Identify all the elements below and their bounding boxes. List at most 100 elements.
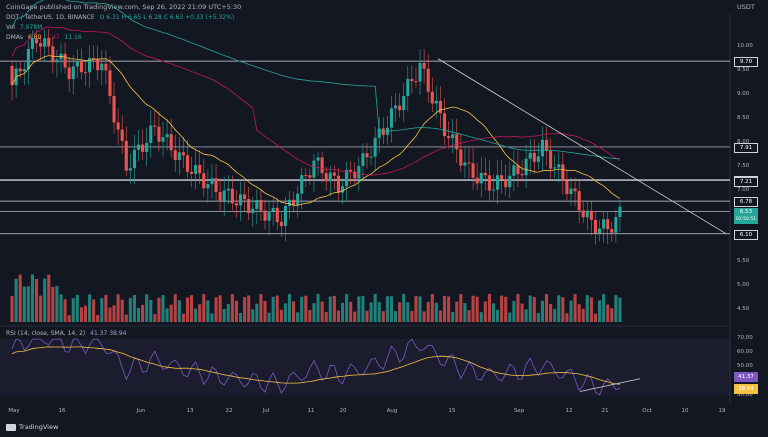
candle-body <box>296 193 300 206</box>
footer-brand[interactable]: TradingView <box>6 423 58 431</box>
candle-body <box>279 222 283 227</box>
candle-body <box>83 72 88 74</box>
volume-bar <box>593 313 598 322</box>
candle-body <box>345 169 349 187</box>
volume-bar <box>18 274 22 322</box>
candle-body <box>426 68 430 92</box>
candle-body <box>55 59 59 63</box>
candle-body <box>226 188 230 191</box>
volume-bar <box>430 294 434 322</box>
candle-body <box>271 207 275 212</box>
candle-body <box>557 164 561 168</box>
candle-body <box>222 190 226 201</box>
candle-body <box>120 129 124 141</box>
candle-body <box>88 58 92 73</box>
candle-body <box>561 164 565 181</box>
volume-bar <box>177 300 181 322</box>
candle-body <box>544 139 549 151</box>
volume-bar <box>185 297 190 322</box>
volume-bar <box>536 312 540 322</box>
candle-body <box>67 67 71 80</box>
rsi-legend[interactable]: RSI (14, close, SMA, 14, 2) 41.37 38.94 <box>6 330 129 337</box>
volume-bar <box>263 301 267 322</box>
volume-bar <box>577 304 581 322</box>
volume-bar <box>96 314 100 322</box>
candle-body <box>128 168 132 171</box>
volume-bar <box>39 295 43 322</box>
candle-body <box>479 172 483 184</box>
candle-body <box>149 125 153 143</box>
volume-bar <box>524 309 528 322</box>
candle-body <box>324 173 328 182</box>
volume-bar <box>136 307 141 322</box>
candle-body <box>442 113 447 137</box>
rsi-current-label: 41.37 <box>734 371 758 382</box>
level-label-6.10: 6.10 <box>734 229 758 240</box>
candle-body <box>63 53 67 68</box>
candle-body <box>234 203 238 206</box>
candle-body <box>202 173 206 189</box>
candle-body <box>194 164 198 174</box>
candle-body <box>145 142 149 152</box>
volume-bar <box>47 274 51 322</box>
volume-bar <box>402 294 406 322</box>
rsi-values: 41.37 38.94 <box>90 330 127 337</box>
candle-body <box>136 144 141 150</box>
time-tick: 16 <box>58 408 66 414</box>
volume-bar <box>124 314 128 322</box>
volume-legend[interactable]: Vol 7.078M <box>6 24 45 31</box>
volume-bar <box>149 299 153 322</box>
volume-bar <box>43 278 47 322</box>
candle-body <box>491 189 496 191</box>
candle-body <box>610 229 614 233</box>
volume-bar <box>190 295 194 322</box>
volume-bar <box>447 296 451 322</box>
volume-bar <box>365 310 369 322</box>
volume-bar <box>532 297 536 322</box>
candle-body <box>508 175 512 188</box>
volume-bar <box>410 310 414 322</box>
candle-body <box>373 137 377 157</box>
candle-body <box>173 150 177 160</box>
candle-body <box>112 95 116 123</box>
candle-body <box>447 136 451 139</box>
volume-bar <box>30 274 34 322</box>
price-tick: 8.00 <box>737 138 750 145</box>
volume-bar <box>206 300 210 322</box>
candle-body <box>528 152 532 159</box>
volume-bar <box>238 313 243 322</box>
dmas-label: DMAs <box>6 34 24 41</box>
volume-bar <box>55 285 59 322</box>
time-tick: 13 <box>186 408 194 414</box>
time-tick: 11 <box>307 408 315 414</box>
candle-body <box>255 199 259 209</box>
candle-body <box>565 180 569 195</box>
volume-bar <box>300 296 304 322</box>
candle-body <box>47 38 51 47</box>
candle-body <box>141 144 145 152</box>
volume-bar <box>173 294 177 322</box>
candle-body <box>369 156 373 158</box>
candle-body <box>124 140 128 171</box>
volume-bar <box>226 304 230 322</box>
candle-body <box>332 172 336 176</box>
volume-bar <box>51 286 55 322</box>
candle-body <box>394 105 398 109</box>
price-tick: 7.00 <box>737 186 750 193</box>
volume-bar <box>528 295 532 322</box>
volume-bar <box>279 309 283 322</box>
candle-body <box>569 188 573 195</box>
time-tick: Oct <box>642 408 652 414</box>
candle-body <box>438 100 442 114</box>
volume-bar <box>267 312 271 322</box>
volume-bar <box>181 313 185 322</box>
vol-value: 7.078M <box>19 24 43 31</box>
candle-body <box>169 134 173 151</box>
symbol-legend[interactable]: DOT / TetherUS, 1D, BINANCE O 6.31 H 6.6… <box>6 14 237 21</box>
rsi-tick: 30.00 <box>737 391 753 398</box>
candle-body <box>238 194 243 206</box>
candle-body <box>336 175 340 193</box>
volume-bar <box>483 301 487 322</box>
candle-countdown: 02:50:51 <box>735 217 757 223</box>
